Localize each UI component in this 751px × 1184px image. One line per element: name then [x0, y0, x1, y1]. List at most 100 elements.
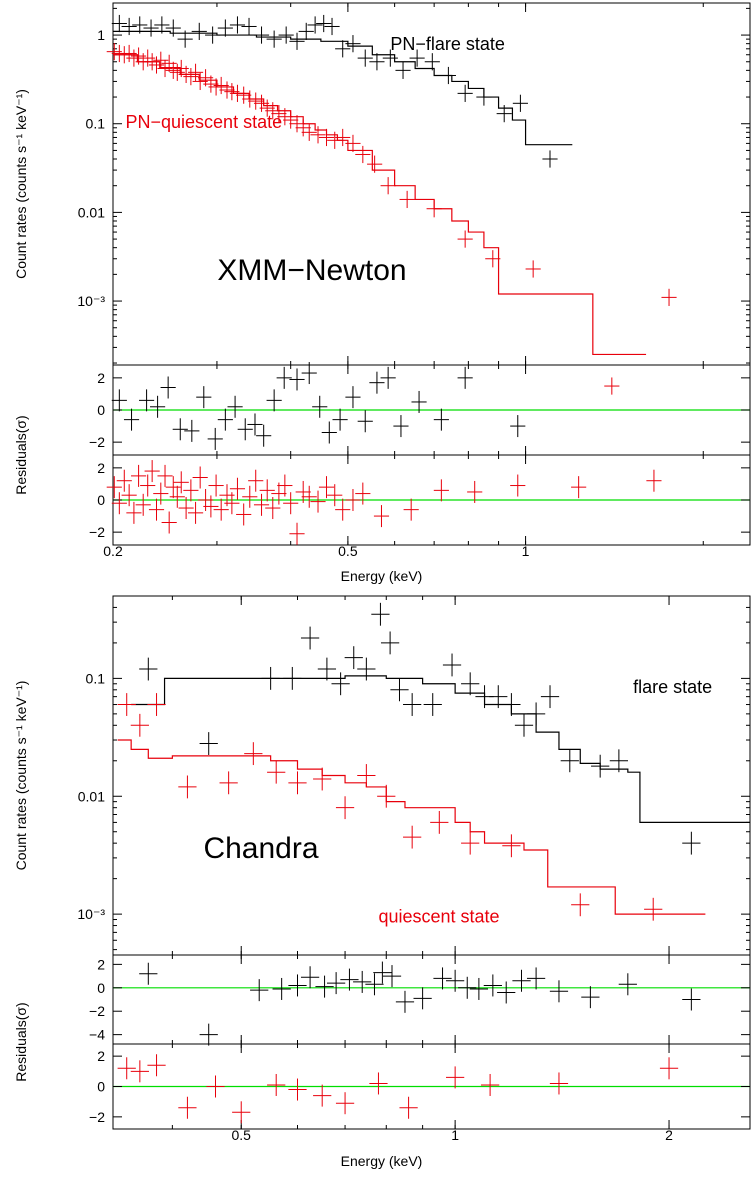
- residual-point: [382, 965, 402, 988]
- residual-point: [373, 961, 392, 984]
- residual-point: [295, 480, 311, 503]
- data-point: [514, 713, 534, 737]
- residual-point: [123, 408, 140, 431]
- residual-point: [148, 498, 165, 521]
- residual-point: [208, 474, 224, 497]
- residual-point: [259, 479, 275, 502]
- data-point: [301, 123, 317, 141]
- residual-point: [117, 1057, 136, 1080]
- residual-point: [433, 479, 449, 502]
- main-panel-frame: [112, 2, 751, 366]
- data-point: [461, 831, 480, 855]
- series-label: quiescent state: [378, 906, 499, 926]
- residual-point: [250, 979, 269, 1002]
- data-point: [289, 115, 305, 133]
- residual-point: [581, 986, 600, 1009]
- residual-point: [288, 1078, 307, 1101]
- data-point: [140, 49, 156, 67]
- residual-y-tick-label: −2: [89, 1003, 105, 1019]
- residual-point: [131, 464, 147, 487]
- data-point: [380, 177, 396, 195]
- residual-point: [483, 974, 502, 997]
- data-point: [318, 128, 335, 147]
- residual-point: [277, 474, 293, 497]
- residual-point: [153, 482, 169, 505]
- data-point: [157, 59, 173, 78]
- residual-y-tick-label: 2: [97, 1048, 105, 1064]
- residual-point: [213, 498, 229, 521]
- data-point: [440, 66, 456, 85]
- data-point: [409, 49, 425, 67]
- residual-point: [446, 1066, 465, 1089]
- data-point: [277, 108, 293, 126]
- residual-point: [111, 492, 127, 515]
- residual-point: [178, 497, 194, 520]
- data-point: [424, 53, 440, 71]
- chandra-chart: 0.5 1 2 Energy (keV) 0.1 0.01 10⁻³ Count rates …: [13, 595, 751, 1169]
- data-point: [261, 666, 280, 690]
- residual-point: [106, 476, 122, 499]
- residual-point: [355, 482, 371, 505]
- data-point: [661, 288, 677, 306]
- data-point: [682, 831, 701, 855]
- residual-point: [369, 371, 385, 394]
- data-point: [132, 16, 148, 34]
- residual-point: [139, 389, 155, 412]
- data-point: [229, 16, 246, 34]
- data-point: [442, 653, 462, 677]
- x-tick-label: 2: [665, 1127, 673, 1143]
- residual-point: [510, 474, 526, 497]
- residual-y-tick-label: 0: [97, 402, 105, 418]
- data-point: [165, 19, 181, 37]
- data-point: [644, 897, 663, 921]
- data-point: [502, 693, 521, 716]
- y-tick-label: 10⁻³: [77, 293, 105, 309]
- data-point: [300, 626, 320, 650]
- residual-y-tick-label: 2: [97, 370, 105, 386]
- data-point: [335, 796, 355, 820]
- residual-point: [266, 389, 282, 412]
- data-point: [357, 49, 373, 67]
- residual-point: [310, 490, 326, 513]
- residual-point: [126, 501, 142, 524]
- residual-point: [300, 966, 320, 989]
- data-point: [316, 14, 332, 33]
- residual-point: [497, 981, 516, 1004]
- residual-point: [232, 1101, 251, 1124]
- residual-point: [227, 395, 243, 418]
- residual-point: [276, 366, 292, 389]
- data-point: [266, 30, 282, 48]
- residual-point: [393, 415, 409, 438]
- data-point: [130, 713, 149, 737]
- residual-point: [301, 485, 317, 508]
- residual-point: [326, 972, 346, 995]
- residual-point: [111, 389, 127, 412]
- residual-point: [682, 988, 701, 1011]
- residual-point: [312, 395, 328, 418]
- x-tick-label: 0.2: [103, 543, 123, 559]
- residual-point: [165, 476, 181, 499]
- data-point: [310, 126, 326, 144]
- residual-point: [272, 977, 291, 1000]
- main-panel-frame: [112, 595, 751, 956]
- x-tick-label: 1: [451, 1127, 459, 1143]
- residual-point: [335, 1092, 355, 1115]
- residual-y-tick-label: 2: [97, 956, 105, 972]
- residual-point: [321, 421, 337, 444]
- residual-point: [395, 990, 415, 1013]
- data-point: [244, 742, 263, 766]
- residual-point: [178, 1096, 197, 1119]
- y-axis-label: Count rates (counts s⁻¹ keV⁻¹): [13, 681, 29, 871]
- data-point: [191, 22, 207, 40]
- data-point: [457, 84, 473, 102]
- residual-point: [173, 471, 189, 494]
- instrument-annotation: XMM−Newton: [217, 254, 406, 287]
- x-axis-label: Energy (keV): [341, 568, 423, 584]
- residual-y-tick-label: −2: [89, 524, 105, 540]
- residual-point: [140, 474, 156, 497]
- data-point: [371, 602, 390, 626]
- residual-point: [357, 410, 373, 433]
- data-point: [187, 63, 204, 81]
- residual-point: [369, 1072, 388, 1095]
- x-axis-label: Energy (keV): [341, 1153, 423, 1169]
